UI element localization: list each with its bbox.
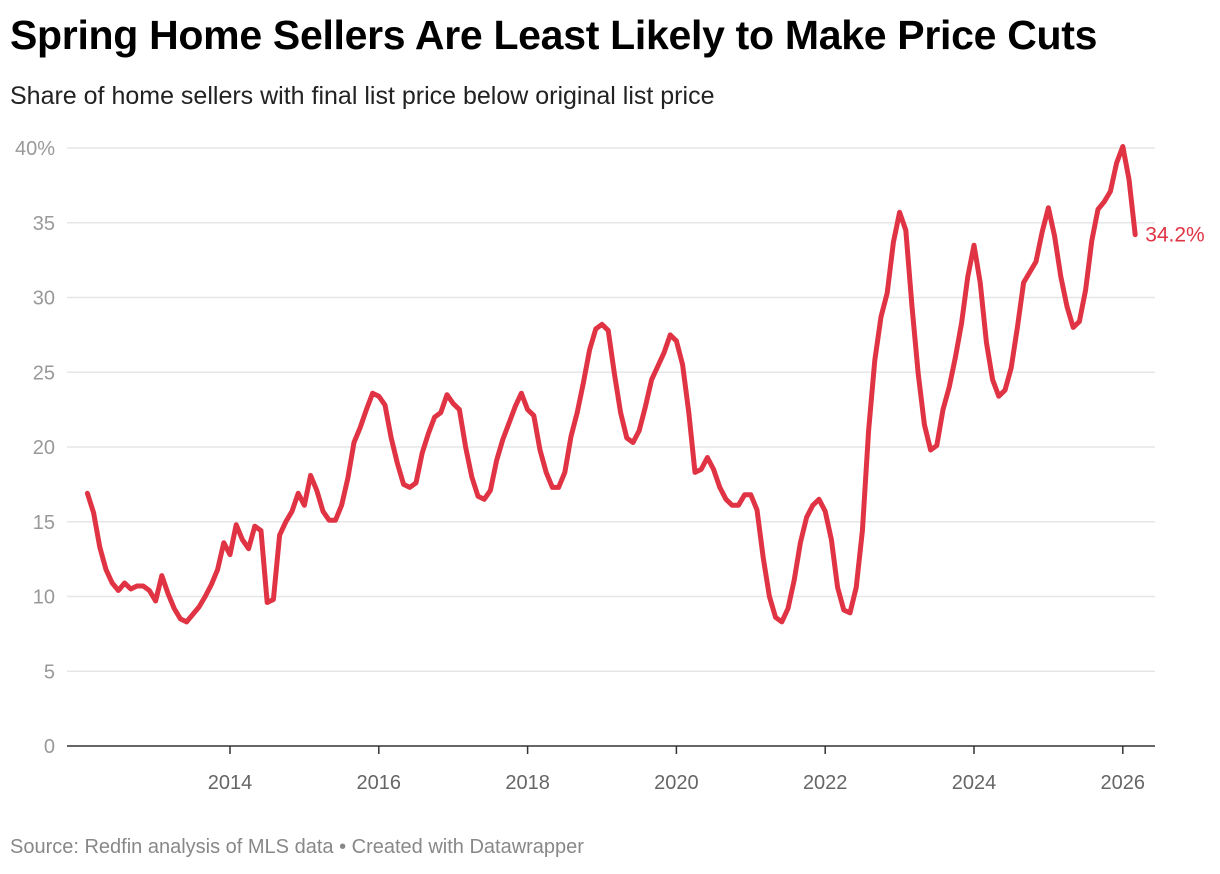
y-tick-label: 10 xyxy=(33,587,55,609)
x-tick-label: 2020 xyxy=(654,772,699,794)
y-tick-label: 20 xyxy=(33,437,55,459)
x-tick-label: 2014 xyxy=(208,772,253,794)
x-tick-label: 2018 xyxy=(505,772,550,794)
end-value-label: 34.2% xyxy=(1145,224,1205,247)
y-tick-label: 40% xyxy=(15,138,55,160)
y-tick-label: 30 xyxy=(33,288,55,310)
x-tick-label: 2022 xyxy=(803,772,848,794)
x-tick-label: 2026 xyxy=(1101,772,1146,794)
y-tick-label: 25 xyxy=(33,362,55,384)
source-footer: Source: Redfin analysis of MLS data • Cr… xyxy=(10,836,584,858)
series-line xyxy=(84,144,1138,625)
x-tick-label: 2024 xyxy=(952,772,997,794)
y-tick-label: 15 xyxy=(33,512,55,534)
chart-title: Spring Home Sellers Are Least Likely to … xyxy=(10,12,1098,58)
y-tick-label: 0 xyxy=(44,736,55,758)
y-tick-label: 5 xyxy=(44,661,55,683)
x-tick-label: 2016 xyxy=(357,772,402,794)
y-tick-label: 35 xyxy=(33,213,55,235)
chart-subtitle: Share of home sellers with final list pr… xyxy=(10,82,715,110)
